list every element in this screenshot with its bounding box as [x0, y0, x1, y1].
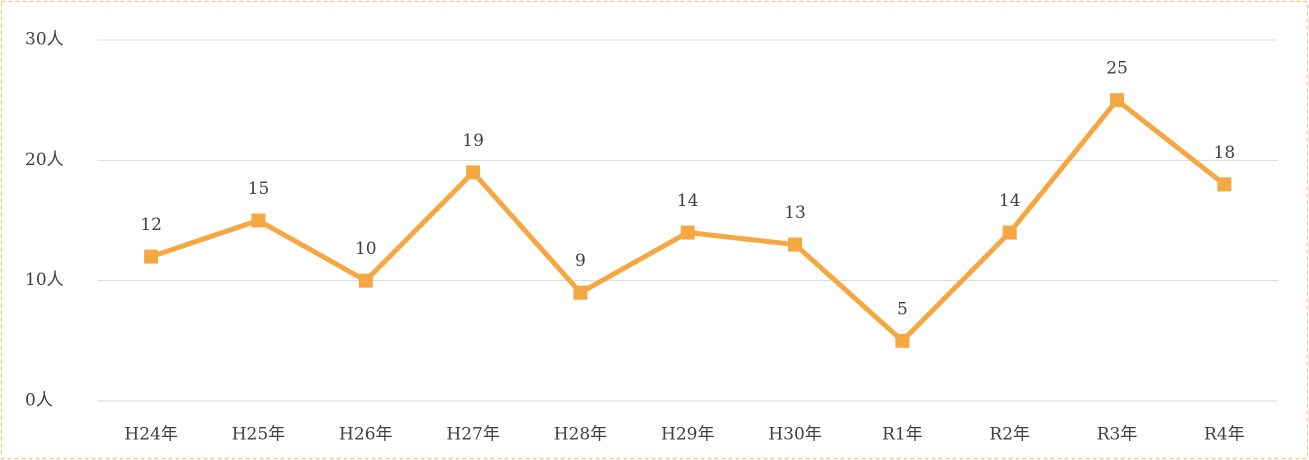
- series-line: [150, 97, 1226, 344]
- marker: [1110, 93, 1125, 108]
- marker: [144, 249, 159, 264]
- y-tick-label: 0人: [25, 391, 53, 411]
- marker: [466, 165, 481, 180]
- data-label: 14: [677, 191, 699, 211]
- data-label: 12: [140, 215, 162, 235]
- data-label: 18: [1214, 143, 1236, 163]
- data-label: 13: [784, 203, 806, 223]
- marker: [680, 225, 695, 240]
- marker: [895, 333, 910, 348]
- marker: [251, 213, 266, 228]
- x-tick-label: H29年: [661, 425, 714, 445]
- y-tick-label: 30人: [25, 30, 64, 50]
- data-label: 14: [999, 191, 1021, 211]
- data-label: 10: [355, 239, 377, 259]
- data-label: 9: [575, 251, 586, 271]
- marker: [1217, 177, 1232, 192]
- x-tick-label: H26年: [339, 425, 392, 445]
- data-label: 15: [248, 179, 270, 199]
- marker: [788, 237, 803, 252]
- x-tick-label: H24年: [124, 425, 177, 445]
- data-label: 5: [897, 299, 908, 319]
- x-tick-label: H28年: [554, 425, 607, 445]
- marker: [1002, 225, 1017, 240]
- y-tick-label: 10人: [25, 270, 64, 290]
- marker: [573, 285, 588, 300]
- data-label: 19: [462, 131, 484, 151]
- x-tick-label: R2年: [989, 425, 1030, 445]
- data-label: 25: [1106, 59, 1128, 79]
- x-tick-label: R4年: [1204, 425, 1245, 445]
- x-tick-label: H30年: [768, 425, 821, 445]
- x-tick-label: R1年: [882, 425, 923, 445]
- x-tick-label: H25年: [232, 425, 285, 445]
- x-tick-label: H27年: [446, 425, 499, 445]
- marker: [358, 273, 373, 288]
- x-tick-label: R3年: [1097, 425, 1138, 445]
- y-tick-label: 20人: [25, 150, 64, 170]
